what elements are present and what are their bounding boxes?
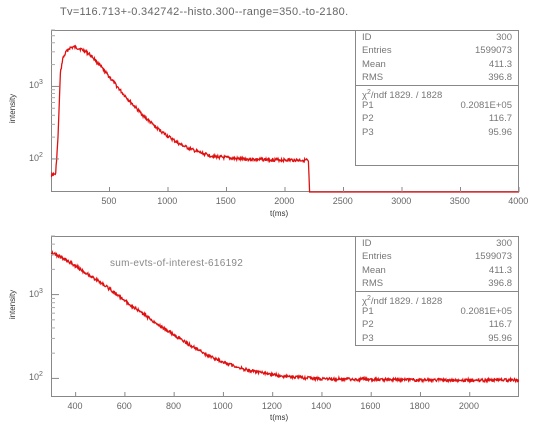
x-tick-label: 1800 — [409, 401, 430, 411]
y-tick-label: 103 — [29, 287, 43, 299]
x-tick-label: 3500 — [449, 196, 470, 206]
series-line-0 — [50, 44, 519, 193]
stats-row-rms: RMS 396.8 — [362, 72, 512, 84]
stats-row-p3: P3 95.96 — [362, 332, 512, 344]
stats-row-entries: Entries 1599073 — [362, 251, 512, 263]
stats-row-p2: P2 116.7 — [362, 319, 512, 331]
stats-row-id: ID 300 — [362, 32, 512, 43]
x-tick-label: 1000 — [212, 401, 233, 411]
x-tick-label: 800 — [166, 401, 182, 411]
x-tick-label: 2000 — [274, 196, 295, 206]
y-tick-label: 103 — [29, 79, 43, 91]
bottom-annotation: sum-evts-of-interest-616192 — [110, 258, 244, 269]
stats-row-entries: Entries 1599073 — [362, 45, 512, 57]
stats-row-p1: P1 0.2081E+05 — [362, 305, 512, 317]
x-tick-label: 4000 — [508, 196, 529, 206]
x-tick-label: 2500 — [332, 196, 353, 206]
bottom-y-axis-label: intensity — [8, 289, 18, 320]
stats-row-chi2: χ2/ndf 1829. / 1828 — [356, 84, 518, 101]
x-tick-label: 3000 — [391, 196, 412, 206]
x-tick-label: 1400 — [311, 401, 332, 411]
top-stats-box: ID 300 Entries 1599073 Mean 411.3 RMS 396.8 … — [355, 30, 519, 166]
x-tick-label: 2000 — [458, 401, 479, 411]
x-tick-label: 1600 — [360, 401, 381, 411]
stats-row-id: ID 300 — [362, 238, 512, 249]
stats-row-mean: Mean 411.3 — [362, 58, 512, 70]
x-tick-label: 1500 — [215, 196, 236, 206]
y-tick-label: 102 — [29, 151, 43, 163]
x-tick-label: 1000 — [157, 196, 178, 206]
stats-row-p2: P2 116.7 — [362, 113, 512, 125]
stats-row-p3: P3 95.96 — [362, 126, 512, 138]
chart-title: Tv=116.713+-0.342742--histo.300--range=3… — [60, 6, 349, 18]
stats-row-mean: Mean 411.3 — [362, 264, 512, 276]
stats-row-rms: RMS 396.8 — [362, 278, 512, 290]
stats-row-chi2: χ2/ndf 1829. / 1828 — [356, 290, 518, 307]
bottom-x-axis-label: t(ms) — [270, 413, 289, 422]
series-line-0 — [50, 249, 520, 384]
x-tick-label: 500 — [101, 196, 117, 206]
y-tick-label: 102 — [29, 371, 43, 383]
bottom-stats-box: ID 300 Entries 1599073 Mean 411.3 RMS 396.8 … — [355, 236, 519, 346]
x-tick-label: 1200 — [261, 401, 282, 411]
top-x-axis-label: t(ms) — [270, 209, 289, 218]
x-tick-label: 400 — [67, 401, 83, 411]
x-tick-label: 600 — [116, 401, 132, 411]
stats-row-p1: P1 0.2081E+05 — [362, 99, 512, 111]
